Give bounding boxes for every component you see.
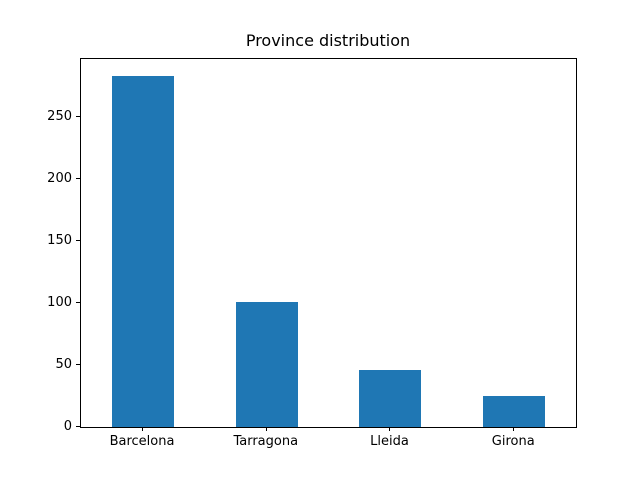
x-tick-mark <box>265 427 267 431</box>
x-tick-label: Tarragona <box>233 434 299 449</box>
y-tick-label: 100 <box>47 295 72 311</box>
y-tick-mark <box>76 178 80 180</box>
y-tick-mark <box>76 302 80 304</box>
plot-area <box>80 58 577 428</box>
y-tick-label: 0 <box>63 419 72 434</box>
bar-girona <box>483 396 546 427</box>
bar-lleida <box>359 370 422 427</box>
y-tick-mark <box>76 116 80 118</box>
y-tick-label: 150 <box>47 233 72 249</box>
y-tick-mark <box>76 364 80 366</box>
bar-tarragona <box>235 301 298 427</box>
x-tick-mark <box>513 427 515 431</box>
y-tick-mark <box>76 240 80 242</box>
x-tick-mark <box>389 427 391 431</box>
y-tick-mark <box>76 426 80 427</box>
y-tick-label: 50 <box>55 357 72 373</box>
y-tick-label: 250 <box>47 109 72 125</box>
bar-barcelona <box>111 76 174 427</box>
y-tick-label: 200 <box>47 171 72 187</box>
x-tick-label: Barcelona <box>109 434 175 449</box>
x-tick-label: Lleida <box>370 434 409 449</box>
chart-title: Province distribution <box>245 31 411 50</box>
x-tick-mark <box>141 427 143 431</box>
x-tick-label: Girona <box>491 434 535 449</box>
